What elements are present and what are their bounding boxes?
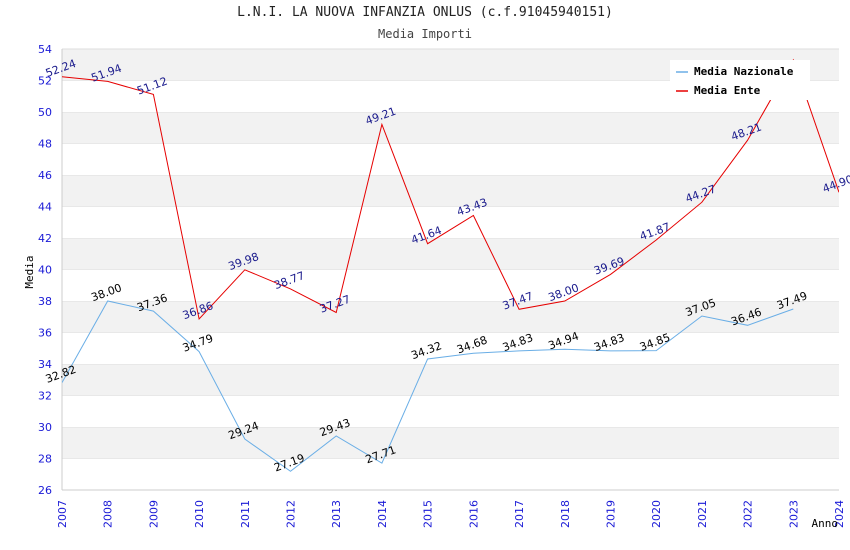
- x-tick-label: 2022: [742, 500, 755, 528]
- y-tick-label: 54: [38, 43, 52, 56]
- grid-band: [62, 143, 839, 175]
- grid-band: [62, 458, 839, 490]
- x-tick-label: 2013: [330, 500, 343, 528]
- x-tick-label: 2011: [239, 500, 252, 528]
- y-tick-label: 46: [38, 169, 52, 182]
- y-tick-label: 50: [38, 106, 52, 119]
- grid-band: [62, 301, 839, 333]
- x-tick-label: 2018: [559, 500, 572, 528]
- y-tick-label: 48: [38, 138, 52, 151]
- x-tick-label: 2015: [422, 500, 435, 528]
- y-tick-label: 44: [38, 201, 52, 214]
- x-tick-label: 2017: [513, 500, 526, 528]
- x-tick-label: 2020: [650, 500, 663, 528]
- x-tick-label: 2012: [285, 500, 298, 528]
- y-tick-label: 34: [38, 358, 52, 371]
- y-tick-label: 30: [38, 421, 52, 434]
- x-axis-label: Anno: [812, 517, 839, 530]
- chart-title: L.N.I. LA NUOVA INFANZIA ONLUS (c.f.9104…: [237, 5, 613, 20]
- x-tick-label: 2024: [833, 500, 846, 528]
- y-tick-label: 26: [38, 484, 52, 497]
- y-tick-label: 36: [38, 327, 52, 340]
- y-tick-label: 32: [38, 390, 52, 403]
- grid-band: [62, 269, 839, 301]
- x-tick-label: 2008: [102, 500, 115, 528]
- grid-band: [62, 427, 839, 459]
- legend-box: [670, 60, 810, 100]
- y-axis-label: Media: [23, 255, 36, 288]
- grid-band: [62, 395, 839, 427]
- grid-band: [62, 364, 839, 396]
- x-tick-label: 2009: [147, 500, 160, 528]
- grid-band: [62, 112, 839, 144]
- legend-label: Media Nazionale: [694, 65, 794, 78]
- y-tick-label: 38: [38, 295, 52, 308]
- grid-band: [62, 175, 839, 207]
- y-tick-label: 40: [38, 264, 52, 277]
- x-tick-label: 2016: [467, 500, 480, 528]
- y-tick-label: 28: [38, 453, 52, 466]
- x-tick-label: 2019: [604, 500, 617, 528]
- legend-label: Media Ente: [694, 84, 761, 97]
- grid-band: [62, 332, 839, 364]
- series-line-media-ente: [62, 58, 839, 321]
- grid-band: [62, 206, 839, 238]
- grid-band: [62, 238, 839, 270]
- series-line-media-nazionale: [62, 300, 794, 472]
- x-tick-label: 2014: [376, 500, 389, 528]
- x-tick-label: 2007: [56, 500, 69, 528]
- x-tick-label: 2010: [193, 500, 206, 528]
- y-tick-label: 52: [38, 75, 52, 88]
- x-tick-label: 2021: [696, 500, 709, 528]
- x-tick-label: 2023: [787, 500, 800, 528]
- chart-subtitle: Media Importi: [378, 27, 472, 41]
- y-tick-label: 42: [38, 232, 52, 245]
